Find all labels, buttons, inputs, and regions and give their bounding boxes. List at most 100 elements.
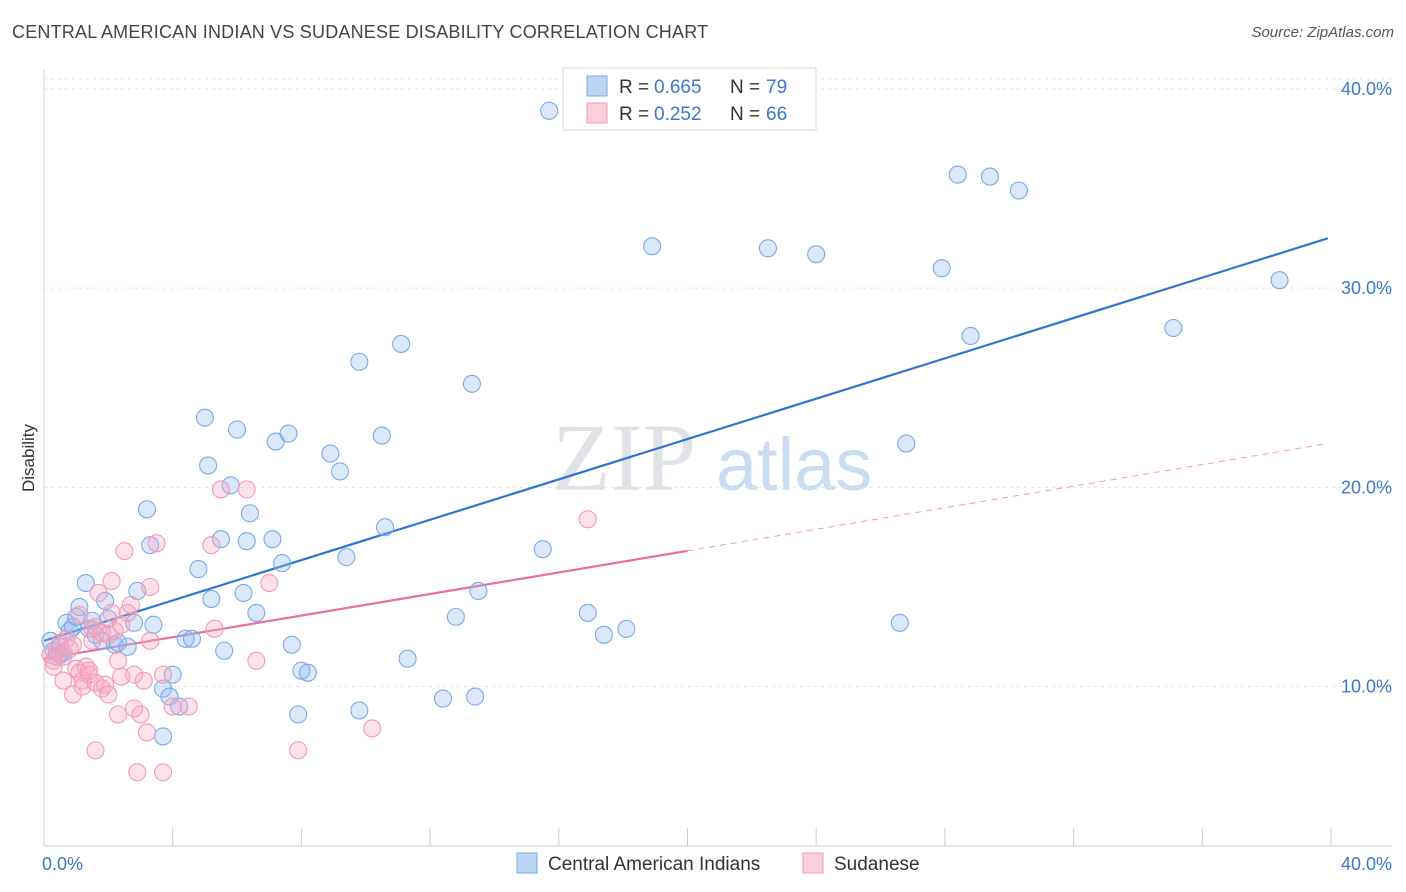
legend-box: R = 0.665 N = 79 R = 0.252 N = 66: [562, 67, 817, 131]
legend-r-label: R =: [619, 77, 649, 98]
point-central-american-indians-47: [273, 554, 292, 573]
point-central-american-indians-44: [247, 603, 266, 622]
point-central-american-indians-65: [466, 687, 485, 706]
point-sudanese-59: [289, 741, 308, 760]
point-sudanese-42: [128, 763, 147, 782]
point-sudanese-51: [163, 697, 182, 716]
point-central-american-indians-20: [118, 637, 137, 656]
bottom-legend-label-sudanese: Sudanese: [834, 854, 920, 875]
legend-swatch-sudanese: [586, 102, 608, 124]
point-central-american-indians-50: [289, 705, 308, 724]
point-central-american-indians-73: [758, 239, 777, 258]
point-central-american-indians-32: [182, 629, 202, 648]
watermark-zip: ZIP: [552, 404, 696, 511]
point-central-american-indians-80: [980, 167, 999, 186]
point-central-american-indians-48: [279, 424, 298, 443]
point-sudanese-37: [115, 542, 134, 561]
point-central-american-indians-58: [372, 426, 391, 445]
y-tick-label-0: 10.0%: [1341, 677, 1392, 697]
data-points: [41, 101, 1289, 782]
point-central-american-indians-62: [433, 689, 453, 708]
point-central-american-indians-75: [890, 613, 909, 632]
point-central-american-indians-40: [228, 420, 247, 439]
y-tick-label-1: 20.0%: [1341, 477, 1392, 497]
legend-swatch-central-american-indians: [586, 75, 608, 97]
x-tick-labels: 0.0% 40.0%: [42, 854, 1392, 874]
x-tick-label-0: 0.0%: [42, 854, 83, 874]
point-central-american-indians-49: [282, 635, 301, 654]
point-central-american-indians-72: [643, 237, 662, 256]
point-sudanese-53: [202, 536, 221, 555]
trendlines: [43, 237, 1329, 660]
point-central-american-indians-82: [1164, 318, 1183, 338]
point-sudanese-45: [137, 723, 157, 742]
point-sudanese-46: [141, 577, 160, 597]
point-central-american-indians-46: [266, 432, 285, 451]
point-central-american-indians-34: [195, 408, 214, 427]
point-central-american-indians-52: [298, 663, 317, 682]
point-central-american-indians-30: [170, 697, 189, 716]
point-sudanese-60: [363, 719, 382, 738]
point-sudanese-50: [153, 763, 173, 782]
point-central-american-indians-45: [263, 530, 282, 549]
trendline-sudanese: [43, 549, 688, 660]
legend-r-value: 0.252: [654, 104, 702, 125]
bottom-legend: Central American Indians Sudanese: [516, 852, 920, 875]
point-central-american-indians-42: [237, 532, 256, 551]
bottom-legend-label-central-american-indians: Central American Indians: [548, 854, 760, 875]
legend-n-label: N =: [730, 104, 760, 125]
point-sudanese-9: [63, 635, 83, 654]
point-sudanese-40: [125, 665, 144, 684]
point-central-american-indians-83: [1270, 271, 1289, 290]
point-sudanese-56: [237, 480, 256, 499]
point-central-american-indians-74: [807, 245, 826, 264]
y-axis-label: Disability: [19, 423, 38, 492]
point-central-american-indians-56: [350, 701, 369, 720]
watermark-atlas: atlas: [716, 423, 872, 506]
point-central-american-indians-43: [240, 504, 259, 523]
point-central-american-indians-33: [189, 560, 208, 579]
point-central-american-indians-78: [948, 165, 967, 184]
point-central-american-indians-53: [321, 444, 340, 463]
point-sudanese-61: [578, 510, 597, 529]
point-central-american-indians-69: [578, 603, 597, 622]
chart-title: CENTRAL AMERICAN INDIAN VS SUDANESE DISA…: [12, 22, 709, 42]
point-sudanese-48: [147, 534, 166, 553]
point-sudanese-49: [153, 665, 173, 684]
point-sudanese-47: [141, 631, 160, 650]
point-central-american-indians-68: [540, 101, 559, 120]
point-central-american-indians-51: [292, 661, 311, 680]
point-central-american-indians-11: [76, 573, 95, 593]
point-sudanese-5: [54, 671, 73, 690]
point-sudanese-55: [211, 480, 231, 499]
point-central-american-indians-66: [469, 581, 488, 601]
point-central-american-indians-25: [144, 615, 163, 634]
point-central-american-indians-38: [215, 641, 234, 660]
point-sudanese-43: [131, 705, 150, 724]
point-central-american-indians-64: [462, 374, 481, 393]
legend-r-value: 0.665: [654, 77, 702, 98]
point-central-american-indians-67: [533, 540, 552, 559]
legend-r-label: R =: [619, 104, 649, 125]
point-sudanese-23: [86, 741, 105, 760]
point-central-american-indians-81: [1009, 181, 1028, 200]
legend-n-value: 79: [766, 77, 787, 98]
point-central-american-indians-31: [176, 629, 195, 648]
point-central-american-indians-23: [137, 500, 157, 519]
point-central-american-indians-57: [350, 352, 369, 371]
point-central-american-indians-59: [376, 518, 395, 537]
point-central-american-indians-76: [897, 434, 916, 453]
point-central-american-indians-35: [199, 456, 218, 475]
x-tick-label-1: 40.0%: [1341, 854, 1392, 874]
point-sudanese-58: [260, 573, 279, 593]
point-central-american-indians-77: [932, 259, 951, 278]
point-sudanese-57: [247, 651, 266, 670]
point-central-american-indians-60: [392, 334, 411, 353]
point-central-american-indians-71: [617, 619, 636, 638]
point-central-american-indians-27: [153, 727, 173, 746]
point-central-american-indians-29: [163, 665, 182, 684]
point-central-american-indians-37: [211, 530, 231, 549]
point-central-american-indians-55: [337, 548, 356, 567]
point-sudanese-12: [70, 605, 89, 624]
